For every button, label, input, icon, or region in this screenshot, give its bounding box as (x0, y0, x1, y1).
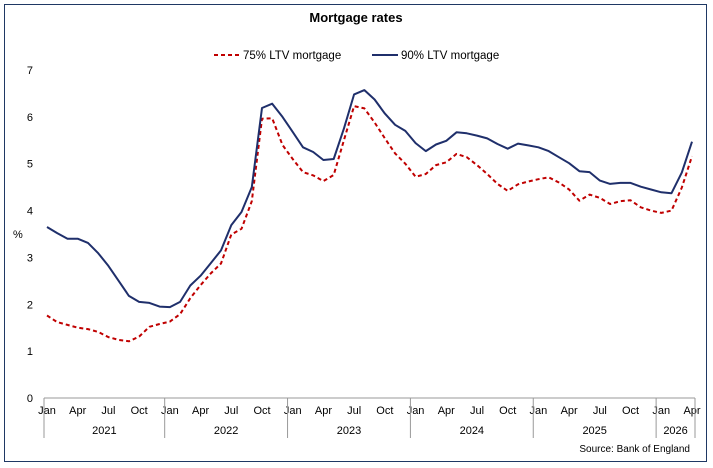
year-label: 2022 (214, 425, 238, 437)
series-line-75-ltv (46, 105, 693, 343)
year-label: 2024 (460, 425, 484, 437)
x-tick-label: Jan (38, 405, 56, 417)
y-tick-label: 1 (27, 346, 33, 358)
y-axis: 0 1 2 3 4 5 6 7 (27, 65, 33, 405)
x-tick-label: Apr (561, 405, 578, 417)
y-tick-label: 3 (27, 252, 33, 264)
year-label: 2026 (663, 425, 687, 437)
x-tick-label: Oct (622, 405, 639, 417)
x-tick-label: Jul (101, 405, 115, 417)
x-tick-label: Apr (69, 405, 86, 417)
chart-title: Mortgage rates (309, 10, 402, 25)
x-tick-label: Jan (284, 405, 302, 417)
year-label: 2025 (582, 425, 606, 437)
chart-frame (4, 4, 707, 462)
y-tick-label: 4 (27, 206, 33, 218)
legend: 75% LTV mortgage 90% LTV mortgage (214, 50, 499, 62)
x-tick-label: Jan (652, 405, 670, 417)
y-tick-label: 5 (27, 159, 33, 171)
y-tick-label: 2 (27, 299, 33, 311)
x-tick-label: Jan (530, 405, 548, 417)
y-tick-label: 0 (27, 393, 33, 405)
legend-label-90-ltv: 90% LTV mortgage (401, 50, 499, 62)
x-tick-label: Jul (224, 405, 238, 417)
year-label: 2023 (337, 425, 361, 437)
series-layer (46, 89, 693, 343)
x-tick-label: Oct (499, 405, 516, 417)
y-tick-label: 7 (27, 65, 33, 77)
x-tick-label: Jan (407, 405, 425, 417)
x-tick-label: Oct (253, 405, 270, 417)
x-tick-label: Apr (683, 405, 700, 417)
series-line-90-ltv (46, 89, 693, 309)
x-tick-label: Apr (192, 405, 209, 417)
source-note: Source: Bank of England (579, 444, 690, 455)
x-tick-label: Jul (347, 405, 361, 417)
y-axis-label: % (13, 229, 23, 241)
y-tick-label: 6 (27, 112, 33, 124)
legend-label-75-ltv: 75% LTV mortgage (243, 50, 341, 62)
x-tick-label: Jul (593, 405, 607, 417)
x-tick-label: Apr (438, 405, 455, 417)
x-tick-label: Jul (470, 405, 484, 417)
year-label: 2021 (92, 425, 116, 437)
x-tick-label: Oct (376, 405, 393, 417)
x-tick-label: Oct (131, 405, 148, 417)
x-axis: Jan Apr Jul Oct Jan Apr Jul Oct Jan Apr Jul Oct Jan A… (38, 397, 701, 438)
x-tick-label: Apr (315, 405, 332, 417)
x-tick-label: Jan (161, 405, 179, 417)
